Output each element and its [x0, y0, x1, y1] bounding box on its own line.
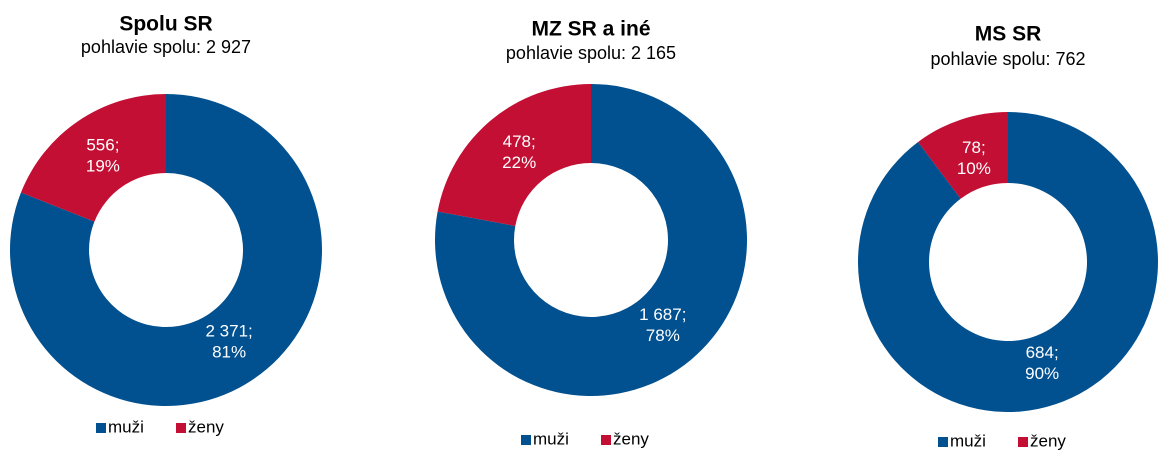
- chart-title: Spolu SR: [119, 13, 212, 36]
- data-label-line: 22%: [502, 154, 536, 173]
- donut-segment: [10, 94, 323, 406]
- data-label: 1 687; 78%: [639, 305, 686, 345]
- data-label-line: 78;: [962, 139, 986, 158]
- data-label: 684; 90%: [1025, 343, 1059, 383]
- data-label-line: 1 687;: [639, 305, 686, 324]
- data-label-line: 10%: [957, 160, 991, 179]
- legend-swatch: [601, 435, 611, 445]
- donut-segment: [918, 112, 1008, 199]
- data-label-line: 556;: [86, 136, 119, 155]
- legend-label: ženy: [188, 417, 224, 436]
- legend-swatch: [938, 437, 948, 447]
- donut-segment: [437, 84, 591, 226]
- chart-title: MZ SR a iné: [531, 18, 650, 41]
- data-label-line: 81%: [212, 343, 246, 362]
- chart-subtitle: pohlavie spolu: 762: [930, 49, 1085, 69]
- chart-subtitle: pohlavie spolu: 2 165: [506, 43, 676, 63]
- data-label: 478; 22%: [502, 133, 536, 173]
- legend-swatch: [1018, 437, 1028, 447]
- chart-title: MS SR: [975, 23, 1042, 46]
- legend-label: ženy: [613, 429, 649, 448]
- donut-segment: [435, 84, 747, 396]
- data-label: 78; 10%: [957, 139, 991, 179]
- data-label-line: 78%: [646, 326, 680, 345]
- donut-segment: [20, 94, 166, 222]
- legend-label: muži: [533, 429, 569, 448]
- data-label-line: 478;: [503, 133, 536, 152]
- data-label: 2 371; 81%: [205, 322, 252, 362]
- legend-swatch: [96, 423, 106, 433]
- data-label-line: 90%: [1025, 364, 1059, 383]
- data-label-line: 19%: [86, 157, 120, 176]
- legend-label: muži: [950, 431, 986, 450]
- data-label-line: 2 371;: [205, 322, 252, 341]
- data-label-line: 684;: [1026, 343, 1059, 362]
- legend-swatch: [521, 435, 531, 445]
- legend-label: ženy: [1030, 431, 1066, 450]
- donut-segment: [858, 112, 1158, 412]
- legend-label: muži: [108, 417, 144, 436]
- data-label: 556; 19%: [86, 136, 120, 176]
- chart-subtitle: pohlavie spolu: 2 927: [81, 37, 251, 57]
- legend-swatch: [176, 423, 186, 433]
